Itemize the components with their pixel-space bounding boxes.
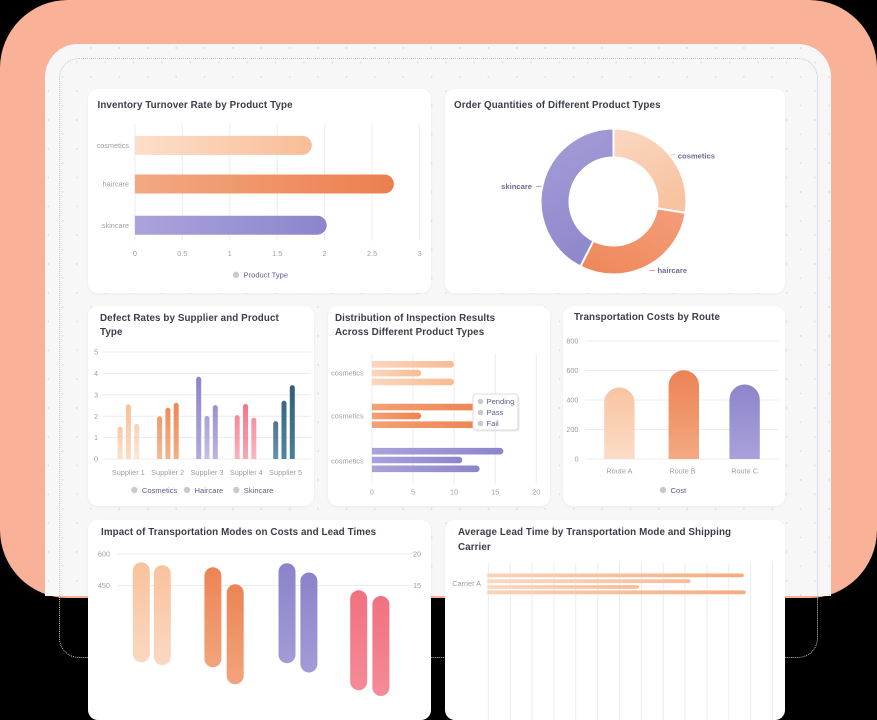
svg-text:2: 2 xyxy=(94,412,98,421)
svg-text:1: 1 xyxy=(94,433,98,442)
svg-text:1: 1 xyxy=(228,249,232,258)
svg-text:3: 3 xyxy=(94,390,98,399)
svg-text:cosmetics: cosmetics xyxy=(97,141,130,150)
svg-text:Route B: Route B xyxy=(669,466,695,475)
svg-text:Product Type: Product Type xyxy=(244,271,289,280)
svg-text:Supplier 2: Supplier 2 xyxy=(151,468,184,477)
svg-text:Pass: Pass xyxy=(487,408,504,417)
svg-text:4: 4 xyxy=(94,369,98,378)
svg-text:haircare: haircare xyxy=(103,180,129,189)
svg-text:Carrier A: Carrier A xyxy=(452,579,481,588)
svg-text:600: 600 xyxy=(98,550,110,559)
svg-text:cosmetics: cosmetics xyxy=(331,456,364,465)
svg-text:3: 3 xyxy=(418,249,422,258)
svg-text:2: 2 xyxy=(323,249,327,258)
svg-text:0: 0 xyxy=(94,455,98,464)
svg-text:Supplier 3: Supplier 3 xyxy=(191,468,224,477)
svg-text:0: 0 xyxy=(370,488,374,497)
svg-text:15: 15 xyxy=(491,488,499,497)
svg-text:cosmetics: cosmetics xyxy=(678,152,715,161)
svg-text:cosmetics: cosmetics xyxy=(331,369,364,378)
svg-text:cosmetics: cosmetics xyxy=(331,412,364,421)
svg-text:Haircare: Haircare xyxy=(195,486,224,495)
svg-text:800: 800 xyxy=(566,337,578,346)
svg-text:1.5: 1.5 xyxy=(272,249,282,258)
svg-text:450: 450 xyxy=(98,581,110,590)
svg-text:haircare: haircare xyxy=(658,266,688,275)
svg-text:20: 20 xyxy=(413,550,421,559)
svg-text:Route C: Route C xyxy=(731,466,758,475)
svg-text:Supplier 1: Supplier 1 xyxy=(112,468,145,477)
svg-text:600: 600 xyxy=(566,366,578,375)
svg-text:Supplier 5: Supplier 5 xyxy=(269,468,302,477)
svg-text:10: 10 xyxy=(450,488,458,497)
svg-text:0: 0 xyxy=(574,455,578,464)
svg-text:Skincare: Skincare xyxy=(244,486,274,495)
svg-text:Fail: Fail xyxy=(487,419,500,428)
svg-text:20: 20 xyxy=(532,488,540,497)
svg-text:15: 15 xyxy=(413,581,421,590)
svg-text:Pending: Pending xyxy=(487,397,515,406)
svg-text:400: 400 xyxy=(566,396,578,405)
svg-text:2.5: 2.5 xyxy=(367,249,377,258)
svg-text:5: 5 xyxy=(94,348,98,357)
svg-text:skincare: skincare xyxy=(102,221,129,230)
svg-text:Cost: Cost xyxy=(671,486,688,495)
svg-text:Cosmetics: Cosmetics xyxy=(142,486,178,495)
svg-text:Route A: Route A xyxy=(606,466,632,475)
svg-text:0: 0 xyxy=(133,249,137,258)
svg-text:skincare: skincare xyxy=(501,182,532,191)
svg-text:Supplier 4: Supplier 4 xyxy=(230,468,263,477)
svg-text:0.5: 0.5 xyxy=(177,249,187,258)
svg-text:5: 5 xyxy=(411,488,415,497)
svg-text:200: 200 xyxy=(566,425,578,434)
